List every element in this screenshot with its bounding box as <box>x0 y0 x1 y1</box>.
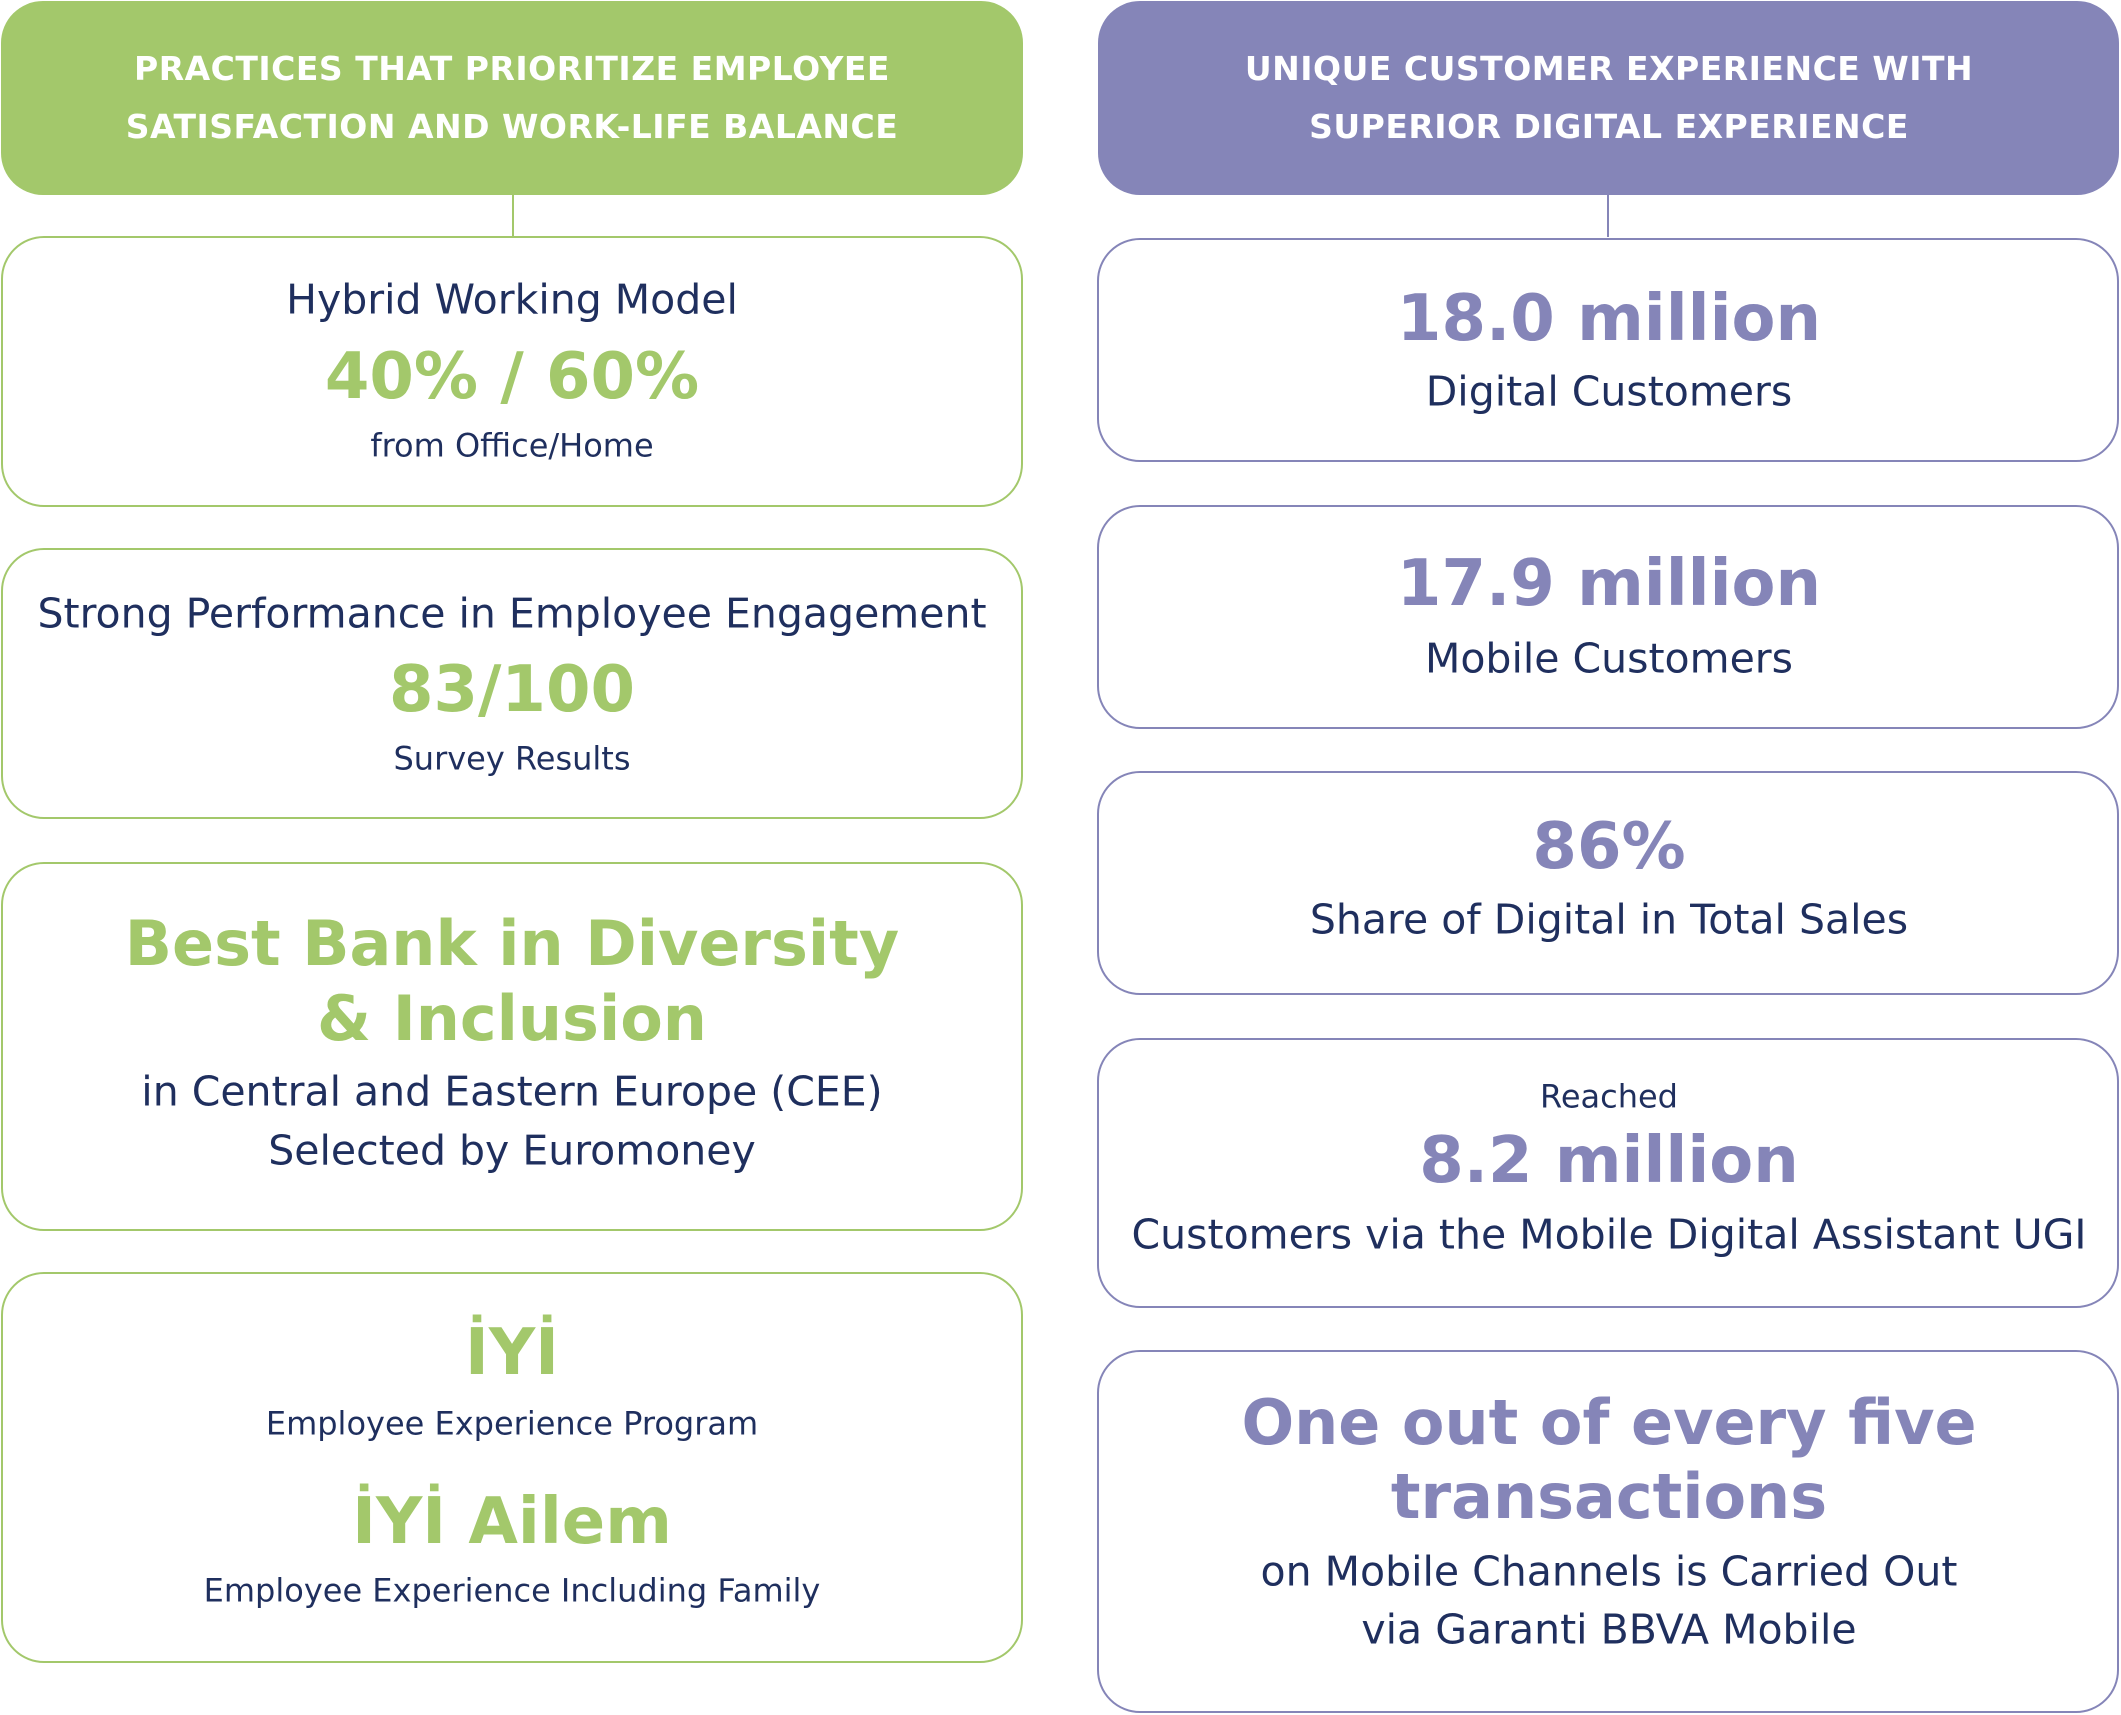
card-text: Survey Results <box>393 739 631 778</box>
card-text: on Mobile Channels is Carried Out <box>1260 1547 1958 1596</box>
card-text: Digital Customers <box>1425 367 1793 416</box>
highlight: & Inclusion <box>317 981 707 1055</box>
card-text: Employee Experience Including Family <box>203 1571 821 1610</box>
card-text: from Office/Home <box>370 426 654 465</box>
card <box>1097 1350 2119 1713</box>
highlight: 83/100 <box>388 652 636 727</box>
right-header-box <box>1098 1 2119 195</box>
highlight: İYİ <box>465 1315 559 1390</box>
highlight: 8.2 million <box>1419 1123 1799 1198</box>
card <box>1097 1038 2119 1308</box>
card-text: Share of Digital in Total Sales <box>1309 895 1909 944</box>
highlight: 18.0 million <box>1396 281 1822 356</box>
card-text: Mobile Customers <box>1424 634 1794 683</box>
left-header-box <box>1 1 1023 195</box>
card <box>1 1272 1023 1663</box>
card <box>1 548 1023 819</box>
card-text: Reached <box>1540 1077 1678 1116</box>
card <box>1097 505 2119 729</box>
card-text: Strong Performance in Employee Engagemen… <box>37 589 987 638</box>
card <box>1097 238 2119 462</box>
card-text: Hybrid Working Model <box>286 275 738 324</box>
header-text: PRACTICES THAT PRIORITIZE EMPLOYEE <box>134 48 890 88</box>
header-text: SATISFACTION AND WORK-LIFE BALANCE <box>125 106 899 146</box>
header-text: UNIQUE CUSTOMER EXPERIENCE WITH <box>1244 48 1974 88</box>
card-text: Employee Experience Program <box>265 1404 759 1443</box>
card <box>1 862 1023 1231</box>
card-text: Selected by Euromoney <box>268 1126 756 1175</box>
card-text: Customers via the Mobile Digital Assista… <box>1131 1210 2087 1259</box>
highlight: One out of every five <box>1241 1385 1977 1459</box>
highlight: İYİ Ailem <box>352 1484 672 1559</box>
highlight: 17.9 million <box>1396 546 1822 621</box>
header-text: SUPERIOR DIGITAL EXPERIENCE <box>1309 106 1909 146</box>
highlight: Best Bank in Diversity <box>124 906 900 980</box>
card-text: via Garanti BBVA Mobile <box>1361 1605 1857 1654</box>
card <box>1 236 1023 507</box>
highlight: 40% / 60% <box>324 339 700 414</box>
card <box>1097 771 2119 995</box>
highlight: 86% <box>1532 809 1686 884</box>
card-text: in Central and Eastern Europe (CEE) <box>141 1067 883 1116</box>
highlight: transactions <box>1390 1459 1828 1533</box>
